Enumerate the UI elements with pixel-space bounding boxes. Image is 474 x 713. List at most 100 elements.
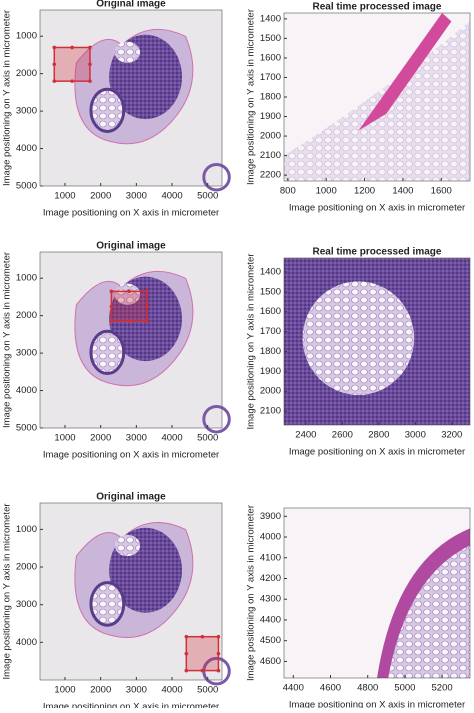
x-axis-label: Image positioning on X axis in micromete… [289, 447, 465, 458]
y-tick-label: 4600 [260, 656, 281, 667]
image-panel: Original image Image positioning on X axi… [2, 492, 231, 713]
x-tick-label: 1000 [54, 433, 75, 444]
y-tick-label: 4000 [260, 532, 281, 543]
y-tick-label: 2000 [16, 310, 37, 321]
y-tick-label: 1000 [16, 524, 37, 535]
y-tick-label: 1700 [260, 326, 281, 337]
y-axis-label: Image positioning on Y axis in micromete… [2, 503, 13, 679]
x-tick-label: 5000 [197, 191, 218, 202]
y-axis-label: Image positioning on Y axis in micromete… [2, 10, 13, 186]
x-tick-label: 4000 [161, 191, 182, 202]
axes-frame [283, 12, 471, 182]
x-tick-label: 5000 [197, 433, 218, 444]
axes-frame [39, 9, 223, 187]
axes-frame [39, 502, 223, 681]
x-tick-label: 1000 [54, 685, 75, 696]
y-axis-label: Image positioning on Y axis in micromete… [246, 505, 257, 681]
y-tick-label: 1900 [260, 111, 281, 122]
x-axis-label: Image positioning on X axis in micromete… [289, 203, 465, 214]
x-tick-label: 4000 [161, 685, 182, 696]
panel-title: Original image [96, 0, 166, 10]
y-axis-label: Image positioning on Y axis in micromete… [246, 9, 257, 185]
x-axis-label: Image positioning on X axis in micromete… [289, 700, 465, 708]
y-tick-label: 4500 [260, 635, 281, 646]
y-axis-label: Image positioning on Y axis in micromete… [246, 253, 257, 429]
y-tick-label: 3000 [16, 106, 37, 117]
y-tick-label: 3000 [16, 599, 37, 610]
y-tick-label: 2000 [16, 562, 37, 573]
y-tick-label: 1400 [260, 13, 281, 24]
axes-frame [283, 507, 471, 679]
x-tick-label: 1200 [354, 186, 375, 197]
y-tick-label: 4000 [16, 385, 37, 396]
roi-rectangle [185, 635, 220, 672]
x-tick-label: 1400 [392, 186, 413, 197]
x-tick-label: 3000 [126, 685, 147, 696]
roi-rectangle [53, 46, 91, 82]
x-tick-label: 3000 [405, 430, 426, 441]
y-tick-label: 1800 [260, 92, 281, 103]
x-tick-label: 4000 [161, 433, 182, 444]
x-tick-label: 2000 [90, 433, 111, 444]
image-panel: Original image Image positioning on X axi… [2, 241, 231, 461]
y-tick-label: 1600 [260, 306, 281, 317]
x-tick-label: 2000 [90, 191, 111, 202]
x-tick-label: 2000 [90, 685, 111, 696]
x-tick-label: 1000 [316, 186, 337, 197]
x-tick-label: 2400 [295, 430, 316, 441]
y-tick-label: 1000 [16, 273, 37, 284]
y-tick-label: 1000 [16, 31, 37, 42]
y-tick-label: 3900 [260, 511, 281, 522]
panel-title: Real time processed image [313, 247, 442, 258]
axes-frame [39, 251, 223, 429]
roi-rectangle [110, 290, 148, 323]
image-panel: Original image Image positioning on X axi… [2, 0, 231, 219]
x-tick-label: 800 [280, 186, 296, 197]
x-tick-label: 4800 [357, 683, 378, 694]
x-axis-label: Image positioning on X axis in micromete… [43, 450, 219, 461]
x-tick-label: 5000 [394, 683, 415, 694]
axes-frame [283, 257, 471, 426]
y-tick-label: 1600 [260, 52, 281, 63]
y-tick-label: 1700 [260, 72, 281, 83]
y-tick-label: 1900 [260, 366, 281, 377]
y-axis-label: Image positioning on Y axis in micromete… [2, 252, 13, 428]
x-tick-label: 4400 [283, 683, 304, 694]
y-tick-label: 2000 [260, 131, 281, 142]
y-tick-label: 5000 [16, 423, 37, 434]
x-tick-label: 4600 [320, 683, 341, 694]
y-tick-label: 4400 [260, 614, 281, 625]
x-tick-label: 5000 [197, 685, 218, 696]
x-axis-label: Image positioning on X axis in micromete… [43, 208, 219, 219]
x-tick-label: 3200 [441, 430, 462, 441]
y-tick-label: 1500 [260, 33, 281, 44]
y-tick-label: 3000 [16, 348, 37, 359]
x-tick-label: 1600 [431, 186, 452, 197]
y-tick-label: 2200 [260, 170, 281, 181]
y-tick-label: 4100 [260, 552, 281, 563]
x-tick-label: 2600 [332, 430, 353, 441]
panel-title: Real time processed image [313, 2, 442, 13]
y-tick-label: 4000 [16, 637, 37, 648]
y-tick-label: 4000 [16, 143, 37, 154]
y-tick-label: 1500 [260, 286, 281, 297]
image-panel: Image positioning on X axis in micromete… [246, 505, 471, 711]
x-axis-label: Image positioning on X axis in micromete… [43, 702, 219, 708]
y-tick-label: 2100 [260, 150, 281, 161]
y-tick-label: 4300 [260, 594, 281, 605]
y-tick-label: 2000 [16, 68, 37, 79]
y-tick-label: 2000 [260, 386, 281, 397]
panel-title: Original image [96, 241, 166, 252]
image-panel: Real time processed image Image positioni… [246, 247, 471, 458]
x-tick-label: 3000 [126, 433, 147, 444]
image-panel: Real time processed image Image positioni… [246, 2, 471, 214]
y-tick-label: 1400 [260, 266, 281, 277]
x-tick-label: 1000 [54, 191, 75, 202]
panel-title: Original image [96, 492, 166, 503]
x-tick-label: 2800 [368, 430, 389, 441]
y-tick-label: 4200 [260, 573, 281, 584]
y-tick-label: 2100 [260, 406, 281, 417]
y-tick-label: 5000 [16, 181, 37, 192]
y-tick-label: 1800 [260, 346, 281, 357]
